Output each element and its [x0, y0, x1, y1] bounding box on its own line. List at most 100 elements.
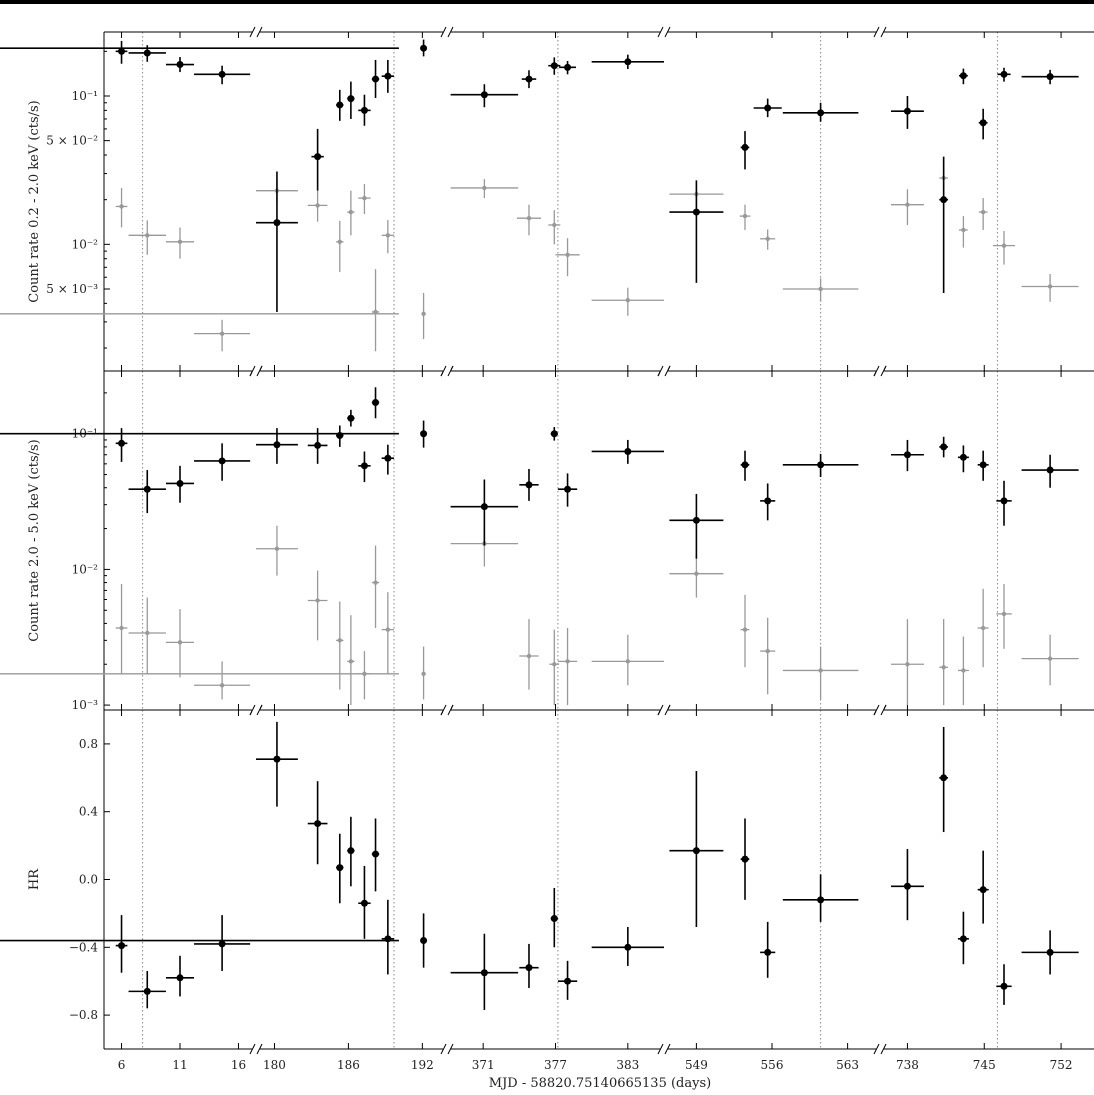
data-marker — [421, 671, 426, 677]
data-marker — [176, 974, 184, 982]
data-point — [381, 59, 395, 93]
data-point — [669, 553, 724, 598]
data-marker — [764, 104, 772, 112]
data-marker — [315, 598, 320, 603]
data-point — [1021, 930, 1079, 975]
axis-break-mark — [664, 1043, 671, 1055]
data-point — [115, 40, 128, 64]
axis-break-mark — [880, 1043, 887, 1055]
axis-break-gap — [443, 1043, 451, 1055]
data-marker — [765, 236, 770, 241]
data-point — [0, 420, 428, 448]
figure-background — [0, 4, 1094, 1095]
data-point — [996, 964, 1012, 1005]
axis-break-mark — [249, 365, 256, 377]
data-point — [516, 204, 542, 236]
data-marker — [218, 457, 226, 465]
data-point — [555, 238, 580, 277]
axis-break-gap — [660, 365, 668, 377]
data-marker — [818, 668, 823, 673]
data-point — [890, 439, 924, 472]
data-marker — [961, 227, 966, 233]
data-point — [0, 39, 428, 57]
axis-break-mark — [873, 26, 880, 38]
data-point — [740, 594, 750, 668]
data-marker — [550, 62, 558, 70]
data-marker — [526, 216, 532, 221]
axis-break-mark — [657, 365, 664, 377]
data-point — [381, 219, 395, 254]
data-marker — [145, 233, 150, 238]
data-marker — [526, 653, 532, 659]
data-point — [311, 128, 324, 191]
data-point — [358, 184, 371, 215]
data-marker — [564, 485, 572, 493]
data-point — [782, 102, 859, 122]
data-marker — [373, 580, 378, 585]
data-point — [1021, 69, 1079, 85]
data-point — [347, 816, 355, 887]
data-point — [347, 81, 355, 119]
data-point — [959, 216, 968, 248]
data-point — [753, 98, 782, 118]
data-marker — [742, 627, 748, 632]
data-point — [371, 545, 380, 628]
data-point — [591, 287, 664, 316]
data-marker — [903, 107, 911, 115]
x-tick-label: 745 — [973, 1058, 996, 1072]
x-tick-label: 11 — [172, 1058, 187, 1072]
data-point — [128, 597, 166, 674]
data-point — [115, 915, 128, 973]
data-marker — [959, 453, 967, 461]
data-point — [381, 444, 395, 475]
data-marker — [625, 298, 631, 303]
axis-break-mark — [657, 1043, 664, 1055]
data-marker — [980, 209, 986, 215]
data-marker — [337, 239, 342, 245]
axis-break-gap — [876, 1043, 884, 1055]
data-point — [1021, 274, 1079, 302]
data-marker — [384, 454, 392, 462]
data-point — [890, 95, 924, 129]
data-marker — [959, 72, 967, 80]
axis-break-gap — [443, 365, 451, 377]
data-marker — [552, 222, 557, 228]
axis-break-mark — [880, 26, 887, 38]
data-marker — [273, 441, 281, 449]
data-point — [977, 450, 989, 481]
data-marker — [959, 935, 967, 943]
data-marker — [564, 63, 572, 71]
data-marker — [903, 882, 911, 890]
series-secondary — [0, 168, 1079, 352]
data-point — [450, 179, 519, 199]
data-marker — [817, 896, 825, 904]
x-tick-label: 186 — [337, 1058, 360, 1072]
data-point — [256, 171, 298, 312]
data-point — [450, 84, 519, 108]
data-point — [939, 436, 949, 458]
data-marker — [624, 943, 632, 951]
x-tick-label: 738 — [896, 1058, 919, 1072]
data-point — [115, 187, 128, 228]
data-point — [165, 465, 195, 503]
data-marker — [176, 61, 184, 69]
data-marker — [764, 497, 772, 505]
data-point — [336, 89, 344, 121]
axis-break-mark — [447, 365, 454, 377]
panel-hr: 6 11 16 180 186 192 371 377 383 549 556 563 738 745 75… — [0, 704, 1094, 1072]
data-point — [740, 131, 750, 170]
data-point — [996, 584, 1012, 649]
data-marker — [118, 47, 126, 55]
data-marker — [219, 331, 225, 336]
data-point — [996, 480, 1012, 526]
series-primary — [0, 39, 1079, 312]
axis-break-mark — [440, 1043, 447, 1055]
y-tick-label: 0.4 — [79, 805, 98, 819]
data-marker — [420, 430, 428, 438]
axis-break-gap — [252, 26, 260, 38]
data-point — [939, 619, 949, 706]
axis-break-mark — [880, 704, 887, 716]
data-marker — [940, 443, 948, 451]
data-point — [0, 292, 426, 340]
data-marker — [903, 451, 911, 459]
